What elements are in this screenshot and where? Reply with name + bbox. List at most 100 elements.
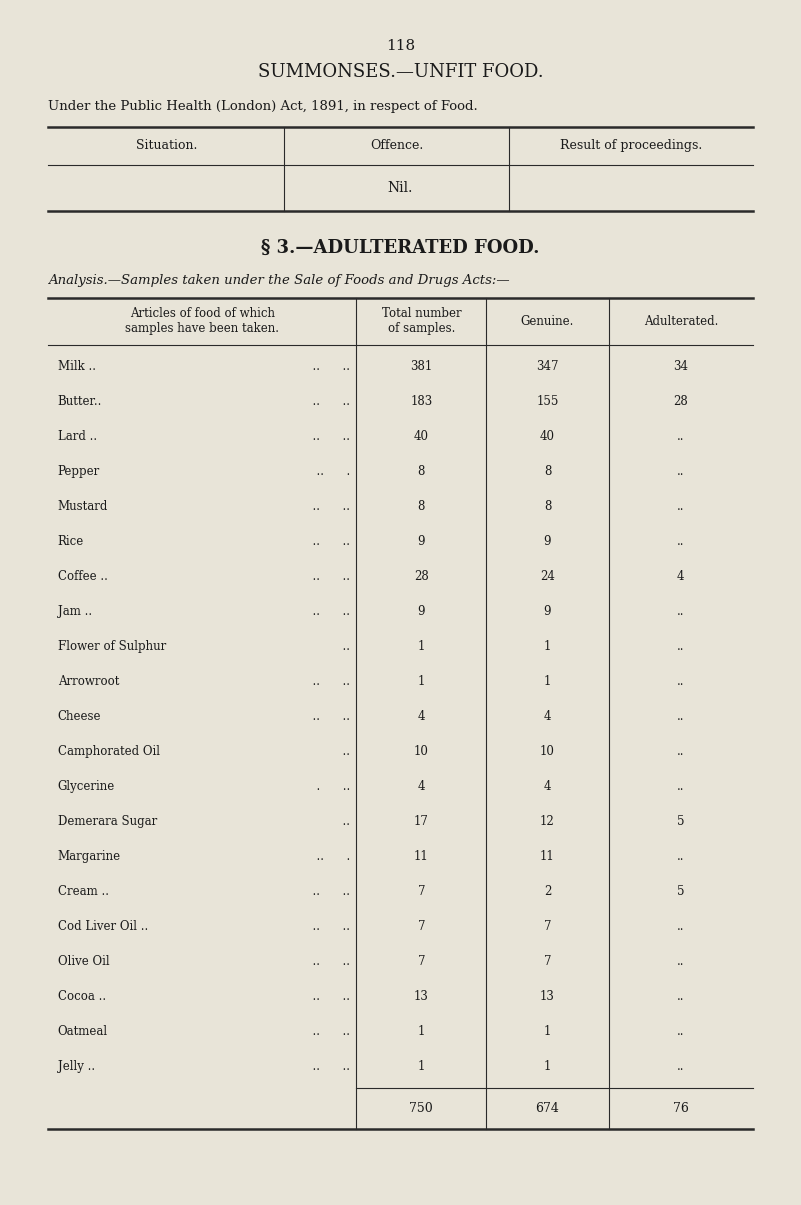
Text: 9: 9: [544, 605, 551, 618]
Text: Situation.: Situation.: [135, 140, 197, 152]
Text: 4: 4: [417, 711, 425, 723]
Text: 4: 4: [417, 781, 425, 793]
Text: ..: ..: [677, 851, 685, 864]
Text: ..      ..: .. ..: [305, 956, 350, 969]
Text: Cream ..: Cream ..: [58, 886, 109, 899]
Text: Coffee ..: Coffee ..: [58, 570, 107, 583]
Text: 17: 17: [414, 816, 429, 829]
Text: 24: 24: [540, 570, 555, 583]
Text: Nil.: Nil.: [388, 181, 413, 195]
Text: ..: ..: [677, 605, 685, 618]
Text: 1: 1: [544, 676, 551, 688]
Text: 10: 10: [414, 746, 429, 758]
Text: ..      ..: .. ..: [305, 500, 350, 513]
Text: Total number
of samples.: Total number of samples.: [381, 307, 461, 335]
Text: ..: ..: [677, 1060, 685, 1074]
Text: 9: 9: [417, 605, 425, 618]
Text: Result of proceedings.: Result of proceedings.: [560, 140, 702, 152]
Text: Jam ..: Jam ..: [58, 605, 92, 618]
Text: ..      ..: .. ..: [305, 1060, 350, 1074]
Text: Under the Public Health (London) Act, 1891, in respect of Food.: Under the Public Health (London) Act, 18…: [48, 100, 478, 113]
Text: 7: 7: [417, 956, 425, 969]
Text: 7: 7: [417, 886, 425, 899]
Text: Olive Oil: Olive Oil: [58, 956, 109, 969]
Text: ..: ..: [677, 991, 685, 1004]
Text: 1: 1: [417, 1060, 425, 1074]
Text: ..      .: .. .: [309, 465, 350, 478]
Text: ..: ..: [335, 641, 350, 653]
Text: ..      ..: .. ..: [305, 430, 350, 443]
Text: ..: ..: [677, 921, 685, 934]
Text: ..      ..: .. ..: [305, 605, 350, 618]
Text: ..: ..: [335, 746, 350, 758]
Text: Oatmeal: Oatmeal: [58, 1025, 108, 1039]
Text: 674: 674: [536, 1103, 559, 1115]
Text: ..      ..: .. ..: [305, 921, 350, 934]
Text: 7: 7: [544, 921, 551, 934]
Text: ..: ..: [677, 781, 685, 793]
Text: 13: 13: [540, 991, 555, 1004]
Text: Cod Liver Oil ..: Cod Liver Oil ..: [58, 921, 148, 934]
Text: 76: 76: [673, 1103, 689, 1115]
Text: 9: 9: [417, 535, 425, 548]
Text: 8: 8: [544, 500, 551, 513]
Text: Pepper: Pepper: [58, 465, 100, 478]
Text: ..: ..: [677, 641, 685, 653]
Text: 9: 9: [544, 535, 551, 548]
Text: Mustard: Mustard: [58, 500, 108, 513]
Text: 8: 8: [417, 500, 425, 513]
Text: ..      .: .. .: [309, 851, 350, 864]
Text: ..: ..: [677, 1025, 685, 1039]
Text: ..: ..: [677, 465, 685, 478]
Text: Rice: Rice: [58, 535, 84, 548]
Text: ..      ..: .. ..: [305, 360, 350, 374]
Text: 11: 11: [540, 851, 555, 864]
Text: 5: 5: [677, 816, 685, 829]
Text: Demerara Sugar: Demerara Sugar: [58, 816, 157, 829]
Text: ..      ..: .. ..: [305, 395, 350, 408]
Text: 1: 1: [417, 1025, 425, 1039]
Text: 4: 4: [544, 711, 551, 723]
Text: ..      ..: .. ..: [305, 535, 350, 548]
Text: 34: 34: [674, 360, 688, 374]
Text: ..: ..: [677, 956, 685, 969]
Text: ..      ..: .. ..: [305, 886, 350, 899]
Text: 11: 11: [414, 851, 429, 864]
Text: ..: ..: [677, 676, 685, 688]
Text: Glycerine: Glycerine: [58, 781, 115, 793]
Text: 1: 1: [417, 641, 425, 653]
Text: 7: 7: [417, 921, 425, 934]
Text: 5: 5: [677, 886, 685, 899]
Text: 1: 1: [417, 676, 425, 688]
Text: 1: 1: [544, 1025, 551, 1039]
Text: 2: 2: [544, 886, 551, 899]
Text: 40: 40: [540, 430, 555, 443]
Text: Articles of food of which
samples have been taken.: Articles of food of which samples have b…: [125, 307, 280, 335]
Text: 155: 155: [537, 395, 558, 408]
Text: ..      ..: .. ..: [305, 991, 350, 1004]
Text: Cheese: Cheese: [58, 711, 101, 723]
Text: Genuine.: Genuine.: [521, 315, 574, 328]
Text: 28: 28: [414, 570, 429, 583]
Text: 4: 4: [677, 570, 685, 583]
Text: ..: ..: [677, 500, 685, 513]
Text: Flower of Sulphur: Flower of Sulphur: [58, 641, 166, 653]
Text: ..: ..: [677, 711, 685, 723]
Text: § 3.—ADULTERATED FOOD.: § 3.—ADULTERATED FOOD.: [261, 239, 540, 257]
Text: 1: 1: [544, 641, 551, 653]
Text: .      ..: . ..: [309, 781, 350, 793]
Text: SUMMONSES.—UNFIT FOOD.: SUMMONSES.—UNFIT FOOD.: [258, 63, 543, 81]
Text: ..      ..: .. ..: [305, 570, 350, 583]
Text: 8: 8: [417, 465, 425, 478]
Text: 381: 381: [410, 360, 433, 374]
Text: ..: ..: [677, 430, 685, 443]
Text: Milk ..: Milk ..: [58, 360, 95, 374]
Text: ..: ..: [677, 535, 685, 548]
Text: 7: 7: [544, 956, 551, 969]
Text: 13: 13: [414, 991, 429, 1004]
Text: 10: 10: [540, 746, 555, 758]
Text: ..      ..: .. ..: [305, 711, 350, 723]
Text: ..: ..: [335, 816, 350, 829]
Text: 1: 1: [544, 1060, 551, 1074]
Text: 12: 12: [540, 816, 555, 829]
